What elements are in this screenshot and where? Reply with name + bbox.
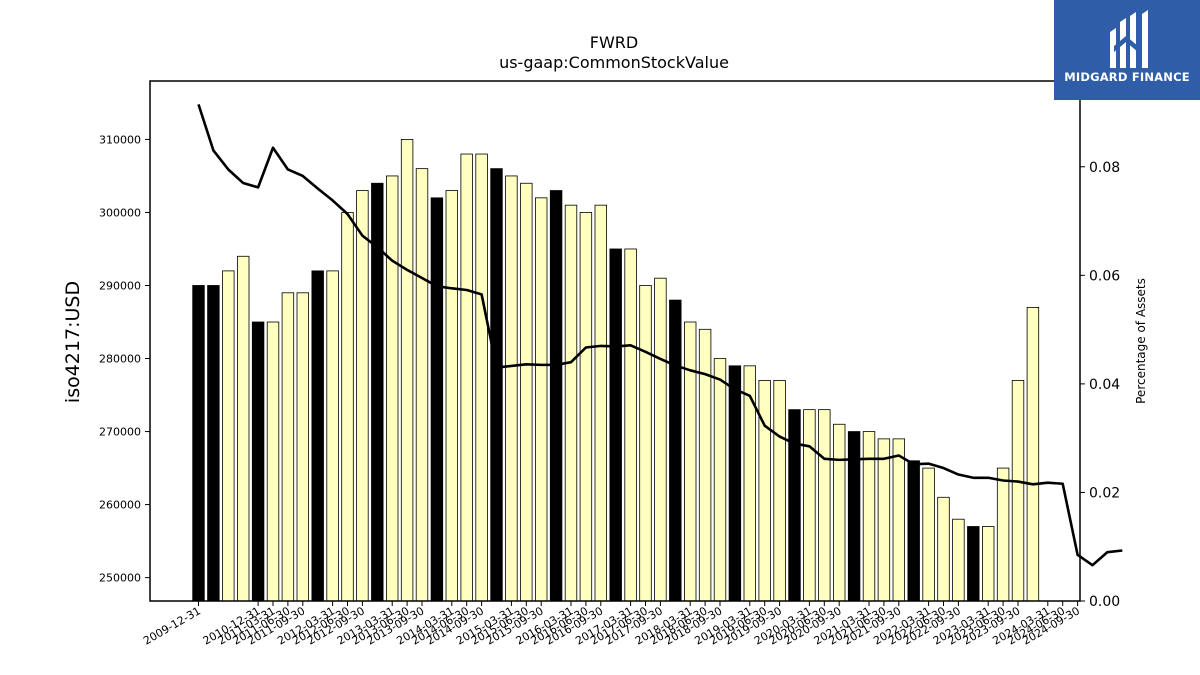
bar — [207, 285, 220, 602]
bar — [311, 270, 324, 602]
bar — [728, 365, 742, 602]
bar — [281, 292, 295, 602]
y-tick-label: 260000 — [99, 499, 141, 512]
bar — [296, 292, 310, 602]
x-tick-label: 2009-12-31 — [141, 604, 203, 647]
bar — [385, 175, 399, 602]
bar — [937, 496, 950, 602]
bar — [266, 321, 280, 602]
bar — [862, 431, 876, 602]
bar — [594, 204, 608, 602]
y2-tick-label: 0.08 — [1089, 160, 1120, 176]
bar — [922, 467, 935, 602]
bar — [445, 190, 459, 602]
bar — [996, 467, 1010, 602]
percentage-line — [197, 103, 1123, 567]
bar — [535, 197, 548, 602]
bar — [624, 248, 637, 602]
bar — [251, 321, 265, 602]
bar — [713, 358, 727, 602]
y-tick-label: 310000 — [99, 133, 141, 146]
bar — [952, 518, 965, 602]
bar — [520, 182, 533, 602]
bar — [907, 460, 920, 602]
y-axis-label: iso4217:USD — [62, 281, 84, 403]
x-axis-ticks: 2009-12-312010-12-312011-03-312011-06-30… — [141, 601, 1082, 648]
bar — [192, 285, 205, 602]
bar — [579, 212, 593, 602]
y2-axis-ticks: 0.00 0.02 0.04 0.06 0.08 — [1080, 160, 1120, 610]
bar — [639, 285, 652, 602]
y2-axis-label: Percentage of Assets — [1134, 278, 1148, 404]
y-tick-label: 270000 — [99, 426, 141, 439]
bar — [549, 190, 563, 602]
bar — [982, 526, 995, 602]
bar — [803, 409, 816, 602]
bar — [222, 270, 235, 602]
y2-tick-label: 0.02 — [1089, 485, 1120, 501]
bar — [847, 431, 861, 602]
bar — [698, 328, 712, 602]
bar — [609, 248, 622, 602]
bar — [684, 321, 697, 602]
bar — [430, 197, 444, 602]
bar — [669, 299, 682, 602]
bar — [654, 277, 667, 602]
bar — [490, 168, 503, 602]
y2-tick-label: 0.00 — [1089, 594, 1120, 610]
brand-logo: MIDGARD FINANCE — [1054, 0, 1200, 100]
bar — [967, 526, 980, 602]
bar — [341, 212, 354, 602]
bar — [788, 409, 801, 602]
bar — [877, 438, 891, 602]
y-tick-label: 290000 — [99, 279, 141, 292]
y-tick-label: 300000 — [99, 206, 141, 219]
bar — [1026, 306, 1040, 602]
bar — [758, 380, 771, 602]
y-tick-label: 280000 — [99, 353, 141, 366]
bar — [460, 153, 473, 602]
bar — [773, 380, 786, 602]
y-tick-label: 250000 — [99, 572, 141, 585]
bar — [236, 255, 250, 602]
bar — [818, 409, 831, 602]
bar — [564, 204, 578, 602]
y2-tick-label: 0.06 — [1089, 268, 1120, 284]
plot-frame — [149, 80, 1081, 602]
bar — [400, 139, 414, 602]
bar — [326, 270, 339, 602]
bar — [415, 168, 429, 602]
bar — [475, 153, 488, 602]
midgard-mark-icon — [1110, 10, 1148, 68]
line-series — [197, 103, 1123, 567]
y2-tick-label: 0.04 — [1089, 377, 1120, 393]
chart-title: FWRD — [590, 33, 638, 52]
bar — [833, 423, 846, 602]
chart-subtitle: us-gaap:CommonStockValue — [499, 53, 729, 72]
bar — [356, 190, 369, 602]
bar — [892, 438, 906, 602]
y-axis-ticks: 250000 260000 270000 280000 290000 300000 3100… — [99, 133, 150, 585]
bar-series — [192, 139, 1040, 602]
brand-logo-text: MIDGARD FINANCE — [1064, 70, 1190, 84]
bar — [1011, 380, 1025, 602]
bar — [505, 175, 518, 602]
